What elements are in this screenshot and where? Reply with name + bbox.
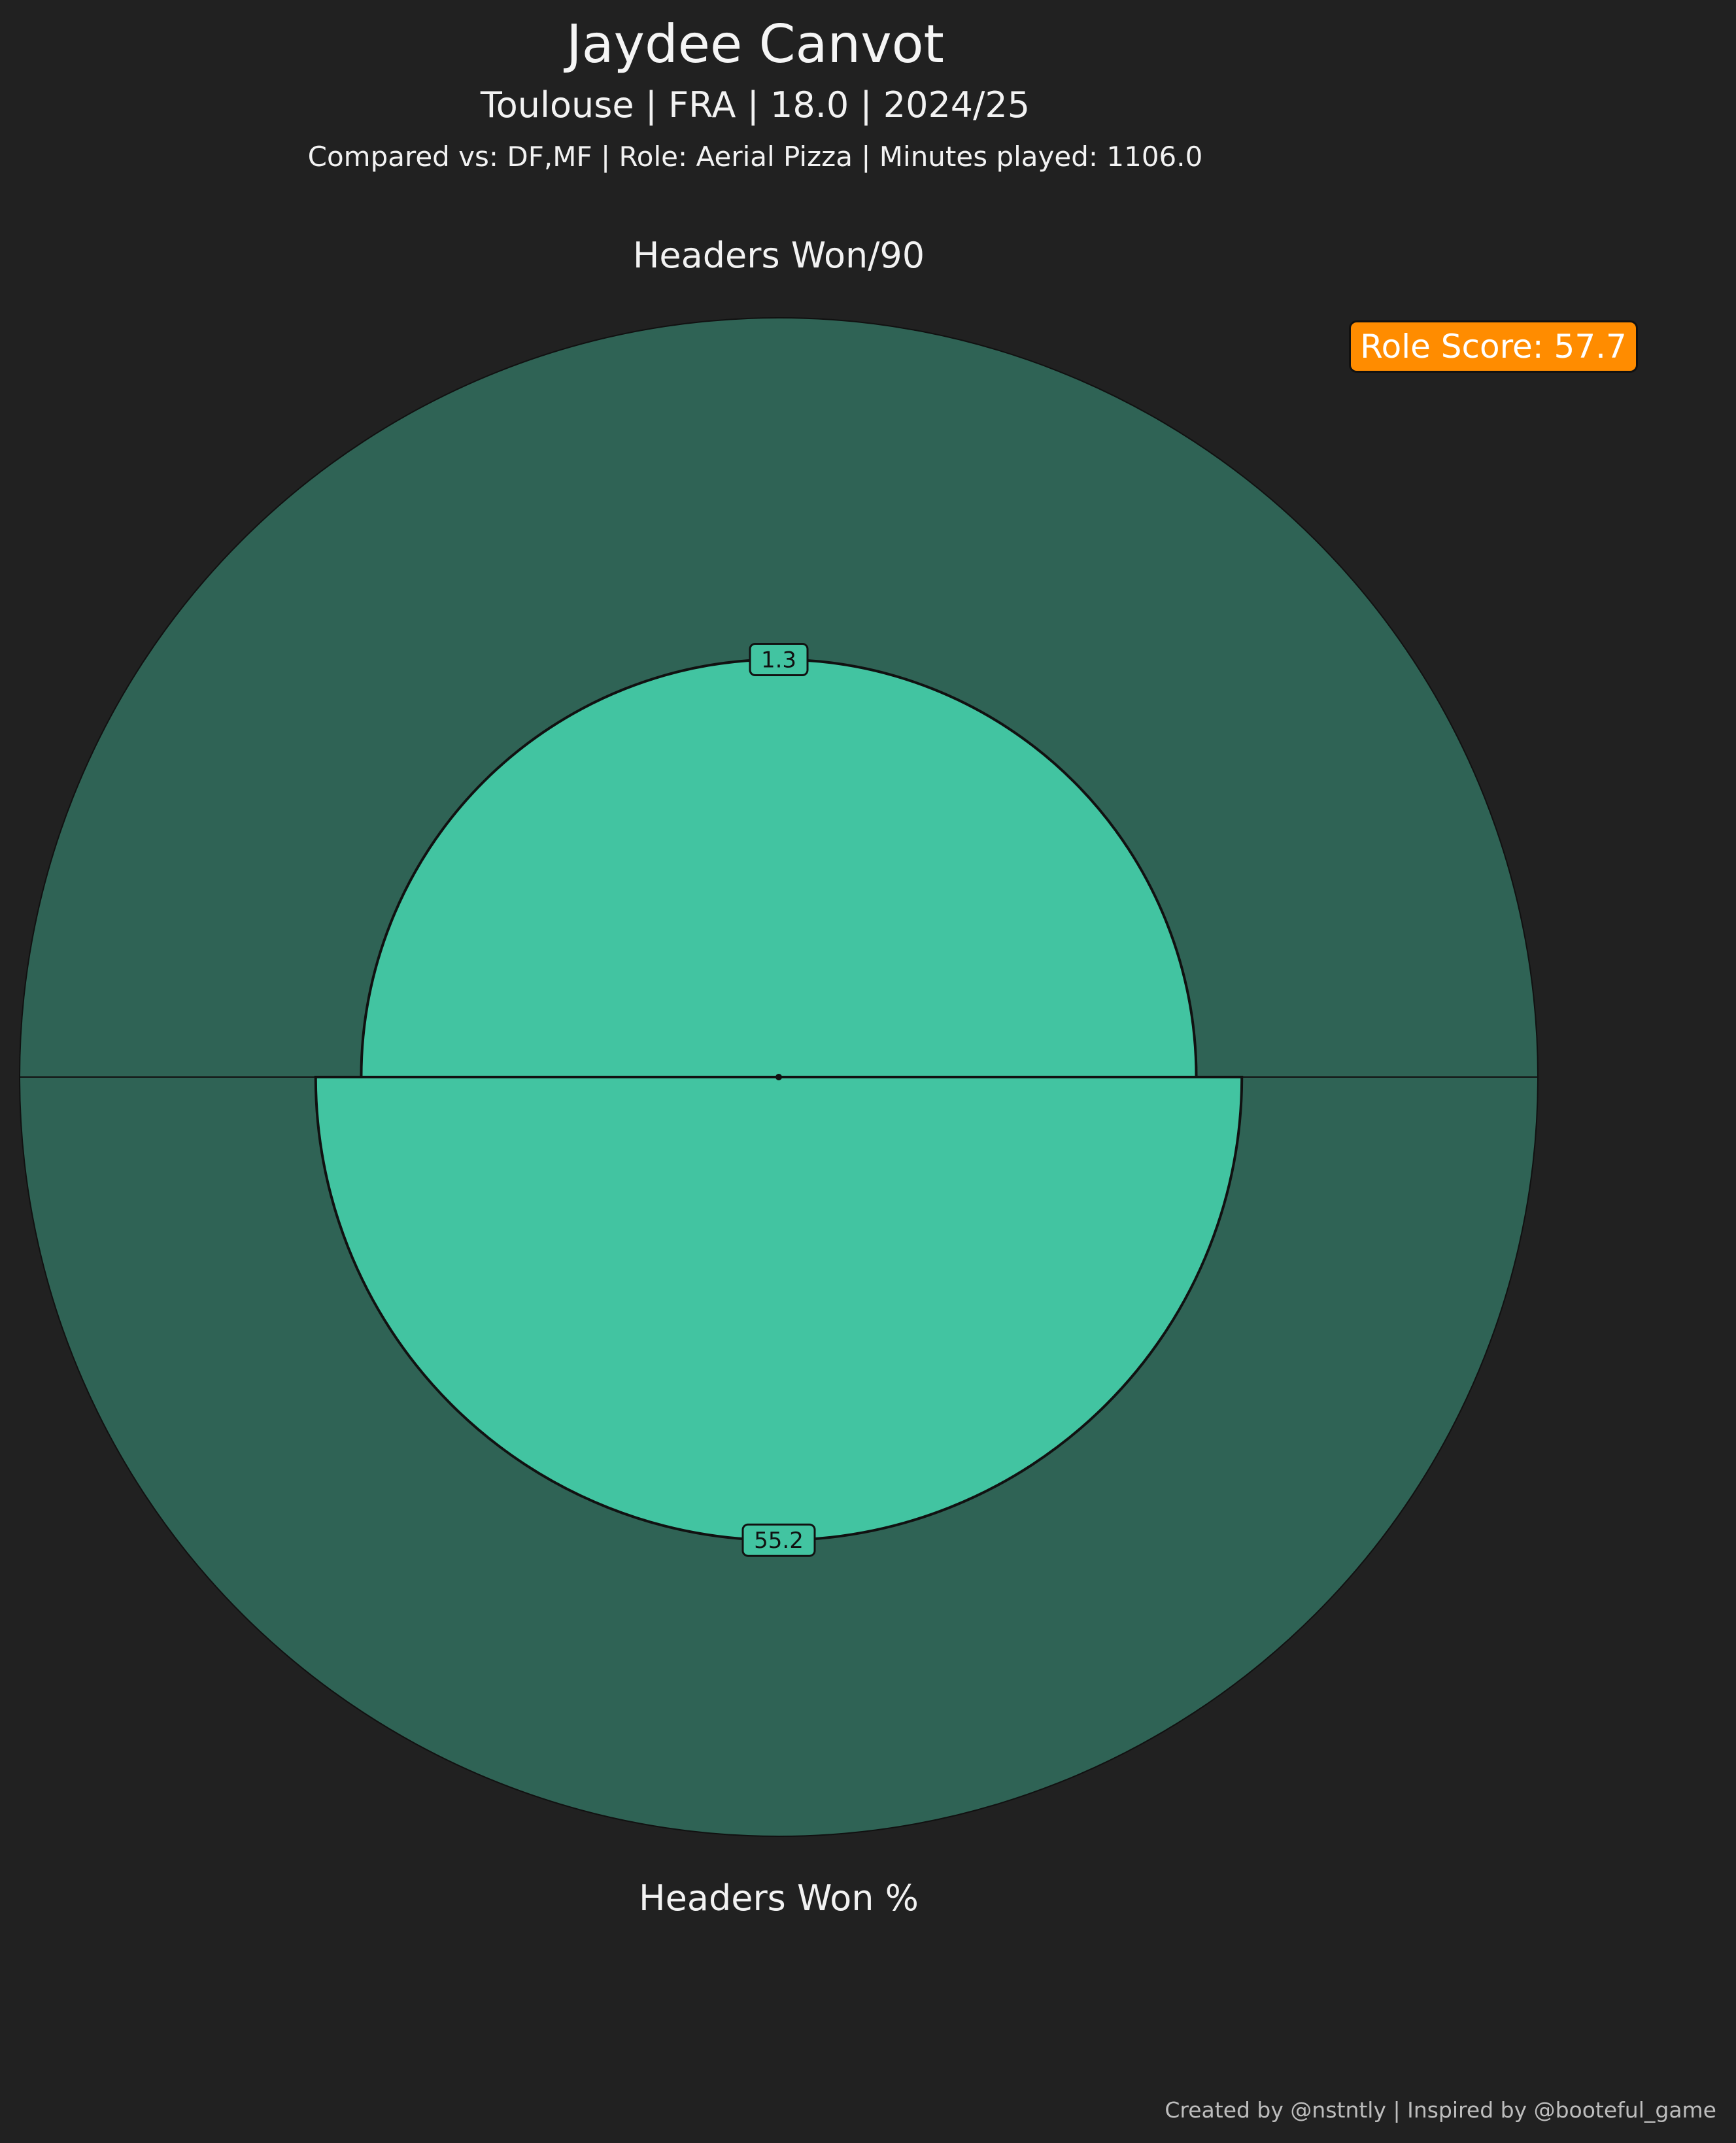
role-score-badge: Role Score: 57.7 [1349, 320, 1638, 373]
chart-subtitle: Toulouse | FRA | 18.0 | 2024/25 [480, 84, 1030, 126]
chart-title: Jaydee Canvot [566, 14, 944, 75]
credit-text: Created by @nstntly | Inspired by @boote… [1165, 2097, 1716, 2123]
comparison-info: Compared vs: DF,MF | Role: Aerial Pizza … [307, 141, 1203, 173]
value-label-1: 55.2 [754, 1528, 804, 1554]
value-label-box-1 [741, 1523, 816, 1557]
value-label-0: 1.3 [761, 647, 796, 674]
category-label-0: Headers Won/90 [633, 235, 925, 276]
value-label-box-0 [749, 643, 809, 676]
category-label-1: Headers Won % [639, 1877, 919, 1919]
center-dot [775, 1074, 782, 1080]
